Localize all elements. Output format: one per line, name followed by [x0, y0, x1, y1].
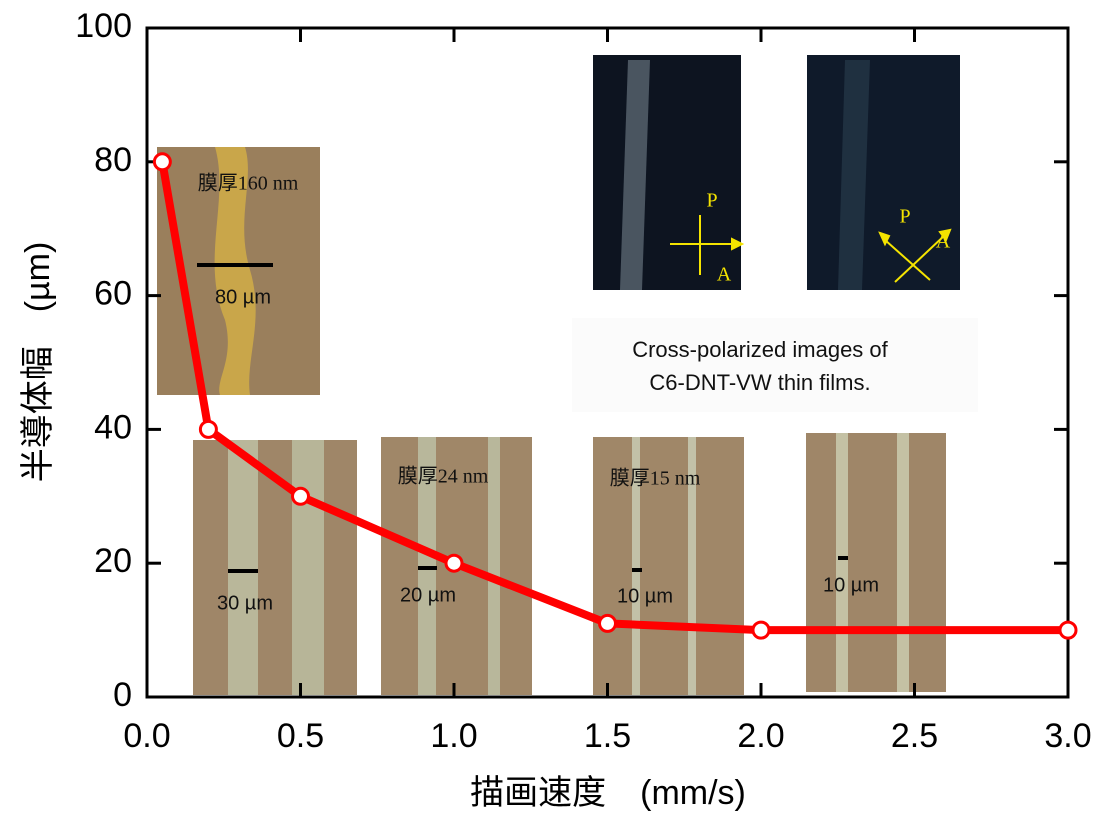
annotation: 膜厚160 nm — [198, 172, 299, 195]
annotation: P — [706, 190, 717, 212]
y-tick-label: 0 — [113, 676, 132, 714]
data-point — [200, 421, 216, 437]
film-strip — [488, 437, 500, 695]
caption-box — [572, 318, 978, 412]
y-axis-label: 半導体幅 (µm) — [19, 242, 57, 483]
x-tick-label: 2.0 — [737, 717, 784, 755]
film-strip — [836, 433, 848, 692]
annotation: 80 µm — [215, 286, 271, 308]
y-tick-label: 60 — [94, 275, 132, 313]
data-point — [293, 488, 309, 504]
data-point — [753, 622, 769, 638]
annotation: 膜厚24 nm — [398, 465, 489, 488]
chart: 半導体幅 (µm) 描画速度 (mm/s) 0 20 40 60 80 100 0.0 0.5… — [0, 0, 1110, 819]
film-strip — [897, 433, 909, 692]
y-tick-label: 80 — [94, 141, 132, 179]
data-point — [1060, 622, 1076, 638]
data-point — [446, 555, 462, 571]
x-tick-label: 1.5 — [584, 717, 631, 755]
annotation: 10 µm — [823, 574, 879, 596]
data-point — [600, 615, 616, 631]
annotation: C6-DNT-VW thin films. — [649, 370, 870, 395]
x-tick-label: 2.5 — [891, 717, 938, 755]
annotation: Cross-polarized images of — [632, 337, 888, 362]
inset-image — [593, 55, 741, 290]
annotation: A — [936, 231, 951, 253]
film-strip — [228, 440, 258, 695]
inset-image — [807, 55, 960, 290]
annotation: A — [717, 264, 732, 286]
annotation: P — [899, 206, 910, 228]
film-strip — [292, 440, 324, 695]
y-tick-label: 40 — [94, 408, 132, 446]
x-axis-label: 描画速度 (mm/s) — [470, 774, 746, 812]
data-point — [154, 154, 170, 170]
x-tick-label: 3.0 — [1044, 717, 1091, 755]
annotation: 20 µm — [400, 584, 456, 606]
x-tick-label: 1.0 — [430, 717, 477, 755]
x-tick-label: 0.0 — [123, 717, 170, 755]
x-tick-label: 0.5 — [277, 717, 324, 755]
annotation: 30 µm — [217, 592, 273, 614]
inset-image — [806, 433, 946, 692]
y-tick-label: 20 — [94, 542, 132, 580]
annotation: 10 µm — [617, 585, 673, 607]
y-tick-label: 100 — [75, 7, 132, 45]
annotation: 膜厚15 nm — [610, 467, 701, 490]
